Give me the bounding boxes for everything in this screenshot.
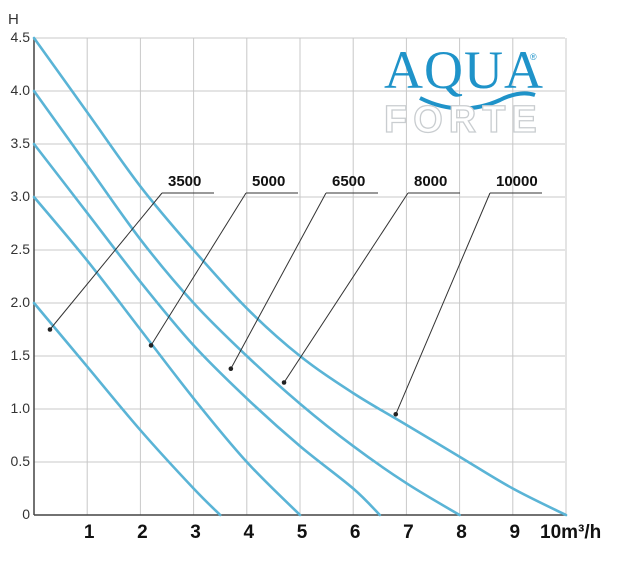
pump-curve-6500 <box>32 142 382 517</box>
callout-pointer <box>47 327 53 332</box>
y-tick-label: 2.5 <box>11 241 31 257</box>
y-tick-label: 4.5 <box>11 29 31 45</box>
pump-curve-5000 <box>32 195 302 517</box>
x-axis-unit-label: 10m³/h <box>540 522 601 543</box>
callout-pointer <box>281 380 287 385</box>
callout-pointer <box>148 343 154 348</box>
y-tick-label: 3.5 <box>11 135 31 151</box>
logo-wave-icon <box>419 91 536 111</box>
x-tick-labels: 1 2 3 4 5 6 7 8 9 <box>84 522 520 543</box>
y-tick-label: 0 <box>22 506 30 522</box>
x-tick-label: 9 <box>510 522 521 543</box>
callout-label-10000: 10000 <box>496 173 538 190</box>
callout-pointer <box>393 412 399 417</box>
callout-leader-8000 <box>283 192 409 383</box>
y-tick-label: 2.0 <box>11 294 31 310</box>
logo-forte-text: FORTE <box>384 99 543 141</box>
y-tick-label: 3.0 <box>11 188 31 204</box>
x-tick-label: 4 <box>244 522 255 543</box>
callout-label-3500: 3500 <box>168 173 201 190</box>
callouts: 3500 5000 6500 8000 10000 <box>47 173 542 417</box>
callout-label-8000: 8000 <box>414 173 447 190</box>
x-tick-label: 2 <box>137 522 148 543</box>
y-tick-label: 1.5 <box>11 347 31 363</box>
callout-pointer <box>228 366 234 372</box>
y-tick-label: 1.0 <box>11 400 31 416</box>
x-tick-label: 8 <box>456 522 467 543</box>
callout-leader-6500 <box>230 192 327 369</box>
logo-registered-mark: ® <box>530 52 537 62</box>
x-tick-label: 3 <box>190 522 201 543</box>
logo-aqua-text: AQUA <box>384 40 544 100</box>
y-tick-label: 0.5 <box>11 453 31 469</box>
y-axis-title: H <box>8 11 19 28</box>
x-tick-label: 1 <box>84 522 95 543</box>
x-tick-label: 7 <box>403 522 414 543</box>
callout-leader-5000 <box>150 192 247 346</box>
callout-label-5000: 5000 <box>252 173 285 190</box>
y-tick-labels: 0 0.5 1.0 1.5 2.0 2.5 3.0 3.5 4.0 4.5 <box>11 29 31 522</box>
x-tick-label: 6 <box>350 522 361 543</box>
pump-curve-3500 <box>32 301 222 517</box>
x-tick-label: 5 <box>297 522 308 543</box>
y-tick-label: 4.0 <box>11 82 31 98</box>
aquaforte-logo: AQUA ® FORTE <box>383 40 544 142</box>
callout-leader-10000 <box>395 192 491 415</box>
callout-leader-3500 <box>49 192 163 330</box>
callout-label-6500: 6500 <box>332 173 365 190</box>
pump-curve-10000 <box>32 36 568 517</box>
